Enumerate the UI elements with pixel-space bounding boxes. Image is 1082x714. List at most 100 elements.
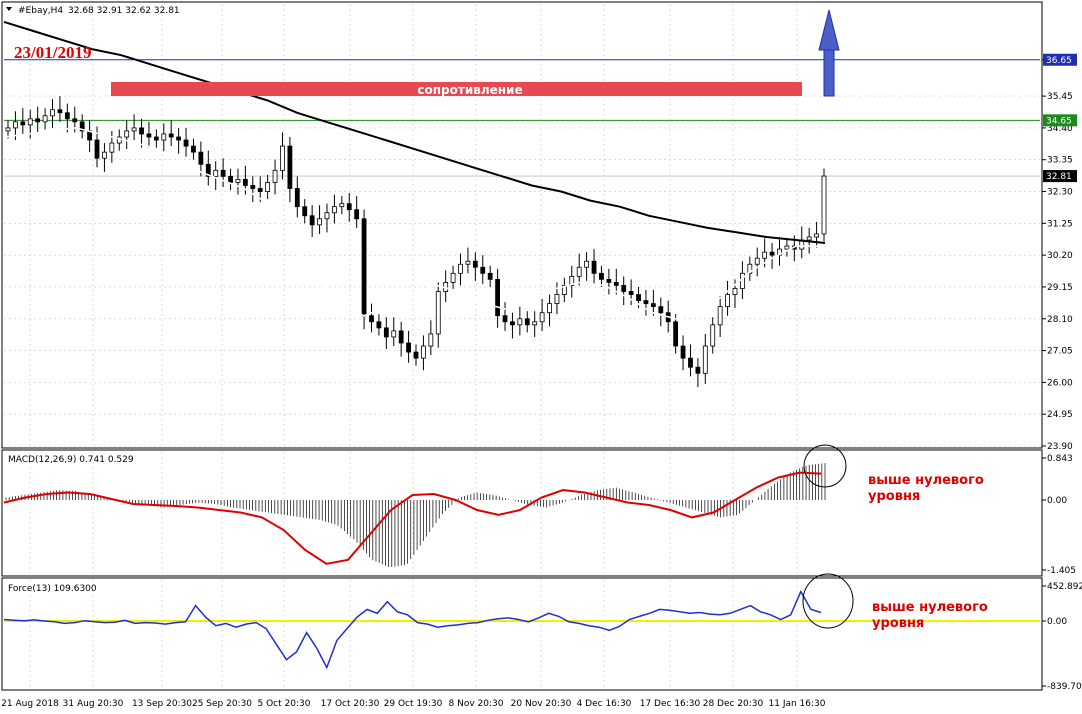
candle-body: [754, 257, 760, 265]
candle-body: [124, 130, 130, 138]
candle-body: [613, 282, 619, 286]
candle-body: [220, 169, 226, 177]
candle-body: [265, 182, 271, 192]
force-title: Force(13) 109.6300: [8, 584, 97, 594]
candle-body: [324, 212, 330, 220]
x-tick-label: 28 Dec 20:30: [703, 699, 764, 709]
x-tick-label: 20 Nov 20:30: [511, 699, 572, 709]
candle-body: [109, 142, 115, 153]
candle-body: [131, 127, 137, 132]
force-note-line2: уровня: [872, 616, 924, 631]
candle-body: [79, 121, 85, 132]
macd-y-label: 0.00: [1047, 496, 1067, 506]
x-tick-label: 21 Aug 2018: [1, 699, 59, 709]
macd-highlight-circle: [803, 444, 847, 488]
candle-body: [547, 303, 552, 314]
candle-body: [406, 342, 411, 353]
y-tick-label: 34.40: [1047, 124, 1073, 134]
candle-body: [5, 127, 11, 132]
candle-body: [235, 179, 241, 183]
candle-body: [428, 333, 434, 347]
candle-body: [413, 351, 419, 359]
macd-note-line2: уровня: [868, 489, 920, 504]
force-y-label: 0.00: [1047, 617, 1067, 627]
candle-body: [695, 366, 701, 374]
macd-layer: [3, 463, 826, 567]
y-tick-label: 24.95: [1047, 410, 1073, 420]
candle-body: [769, 251, 775, 256]
x-tick-label: 5 Oct 20:30: [258, 699, 311, 709]
candle-body: [361, 218, 367, 317]
force-line: [3, 589, 822, 670]
candle-body: [257, 188, 263, 192]
candle-body: [510, 321, 515, 326]
candle-body: [42, 115, 48, 123]
candle-body: [591, 260, 597, 274]
candle-body: [725, 294, 730, 308]
candle-body: [576, 266, 582, 277]
grid-lines: [4, 4, 1040, 688]
y-tick-label: 30.20: [1047, 251, 1073, 261]
macd-title: MACD(12,26,9) 0.741 0.529: [8, 455, 134, 465]
candle-body: [20, 121, 26, 126]
candle-body: [495, 278, 501, 317]
axis-layer: 21 Aug 2018 31 Aug 20:30 13 Sep 20:30 25 Se…: [1, 53, 1082, 709]
candle-body: [309, 215, 315, 226]
candle-body: [584, 260, 590, 268]
y-tick-label: 33.35: [1047, 156, 1073, 166]
candle-body: [35, 118, 41, 123]
menu-triangle-icon[interactable]: [6, 7, 12, 11]
price-layer: [3, 20, 1040, 387]
candle-body: [502, 315, 508, 323]
date-annotation: 23/01/2019: [14, 43, 91, 62]
candle-body: [606, 278, 612, 283]
up-arrow-icon: [818, 9, 840, 51]
candle-body: [673, 321, 679, 347]
candle-body: [658, 306, 664, 314]
candle-body: [213, 169, 219, 177]
x-tick-label: 13 Sep 20:30: [132, 699, 192, 709]
candle-body: [561, 285, 567, 295]
candle-body: [198, 151, 204, 165]
macd-y-label: 0.843: [1047, 454, 1073, 464]
candle-body: [539, 312, 545, 323]
x-tick-label: 17 Oct 20:30: [321, 699, 380, 709]
x-tick-label: 8 Nov 20:30: [449, 699, 504, 709]
symbol-title: #Ebay,H4: [18, 6, 63, 16]
resistance-band: [111, 82, 802, 96]
candle-body: [421, 345, 426, 359]
candle-body: [554, 294, 560, 305]
up-arrow-shaft: [823, 47, 835, 97]
candle-body: [205, 163, 211, 177]
candle-body: [153, 136, 159, 141]
force-highlight-circle: [802, 573, 854, 629]
macd-note-line1: выше нулевого: [868, 473, 984, 488]
candle-body: [146, 133, 152, 138]
candle-body: [472, 260, 478, 268]
x-tick-label: 4 Dec 16:30: [577, 699, 632, 709]
ma-short-line: [3, 127, 820, 320]
candle-body: [806, 236, 812, 241]
candle-body: [680, 345, 686, 359]
candle-body: [383, 327, 389, 338]
candle-body: [465, 260, 471, 265]
y-tick-label: 28.10: [1047, 315, 1073, 325]
candle-body: [94, 139, 100, 159]
x-tick-label: 31 Aug 20:30: [63, 699, 124, 709]
price-label-text: 34.65: [1046, 116, 1072, 126]
candle-body: [317, 218, 322, 226]
candle-body: [64, 112, 70, 120]
candle-body: [376, 321, 382, 329]
candle-body: [242, 179, 248, 186]
candle-body: [814, 233, 819, 238]
candle-body: [57, 109, 63, 114]
candle-body: [168, 133, 174, 138]
candle-body: [688, 357, 693, 368]
candle-body: [398, 330, 404, 344]
candle-body: [102, 151, 107, 159]
ohlc-readout: 32.68 32.91 32.62 32.81: [68, 6, 180, 16]
force-layer: [3, 589, 1040, 670]
macd-signal-line: [3, 471, 822, 565]
candle-body: [346, 203, 352, 211]
